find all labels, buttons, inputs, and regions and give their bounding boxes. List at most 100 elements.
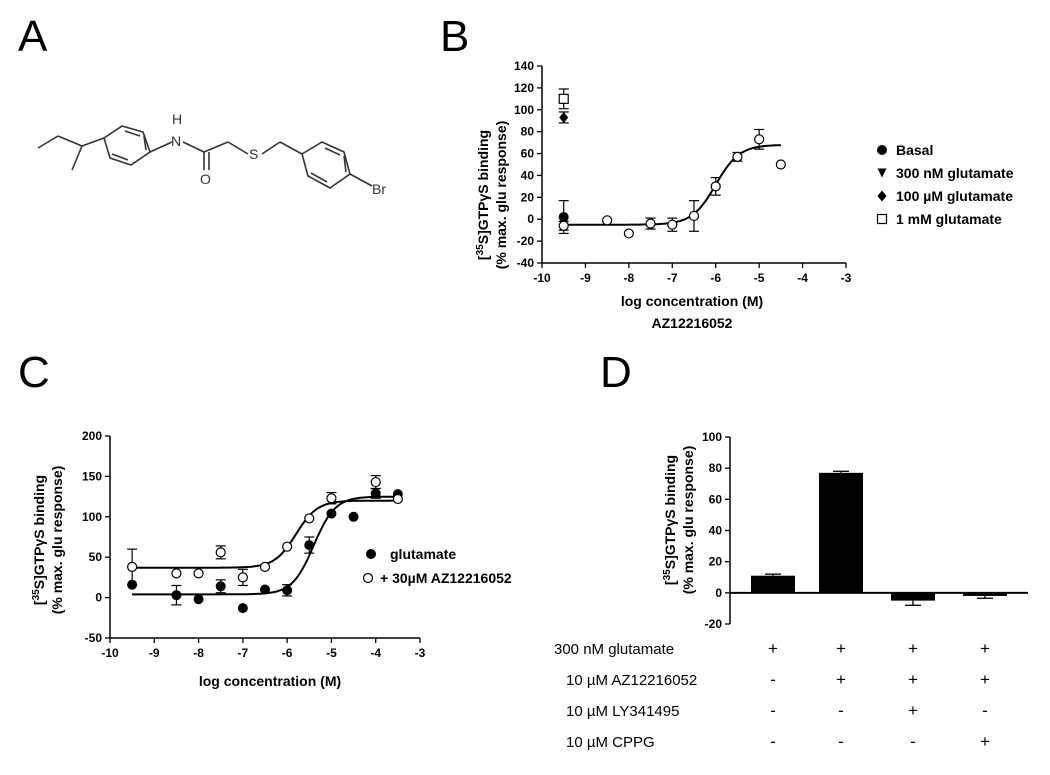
y-tick-label: 80	[709, 461, 723, 475]
condition-sign: +	[908, 701, 918, 720]
x-tick-label: -6	[282, 646, 293, 660]
chart-panel-c: -50 0 50 100 150 200 -10 -9 -8 -7 -6 -5 -4 -3 log con…	[31, 429, 512, 689]
legend-100um-label: 100 µM glutamate	[896, 188, 1013, 204]
data-point	[304, 513, 315, 524]
atom-s: S	[249, 146, 258, 162]
x-tick-label: -4	[797, 271, 808, 285]
fit-curve	[132, 499, 398, 569]
condition-label-az12216052: 10 µM AZ12216052	[566, 672, 697, 689]
y-tick-label: 200	[82, 429, 102, 443]
atom-h: H	[172, 111, 182, 127]
y-tick-label: 40	[709, 524, 723, 538]
condition-label-ly341495: 10 µM LY341495	[566, 703, 679, 720]
legend-glutamate-label: glutamate	[390, 546, 456, 562]
chemical-structure: H N O S Br	[37, 111, 386, 197]
y-tick-label: -20	[517, 234, 535, 248]
condition-sign: -	[838, 701, 844, 720]
data-point	[282, 585, 293, 596]
legend-1mm-label: 1 mM glutamate	[896, 211, 1002, 227]
panel-c-x-axis-title: log concentration (M)	[199, 673, 341, 689]
legend-marker	[877, 145, 887, 155]
condition-sign: -	[982, 701, 988, 720]
fit-curve	[132, 495, 398, 596]
panel-b-y-axis-title-line2: (% max. glu response)	[493, 121, 509, 270]
atom-n: N	[171, 133, 181, 149]
data-point	[193, 568, 204, 579]
y-tick-label: 140	[514, 59, 534, 73]
y-tick-label: -20	[705, 617, 723, 631]
data-point	[215, 547, 226, 558]
chart-panel-b: -40 -20 0 20 40 60 80 100 120 140 -10 -9 -8 -7 -6 -5 -4 -…	[475, 59, 1014, 331]
panel-letter-d: D	[600, 348, 632, 397]
data-point	[732, 151, 743, 162]
condition-sign: +	[908, 639, 918, 658]
condition-sign: +	[836, 639, 846, 658]
y-tick-label: -40	[517, 256, 535, 270]
x-tick-label: -3	[841, 271, 852, 285]
legend-basal-label: Basal	[896, 142, 933, 158]
data-point	[127, 561, 138, 572]
fit-curve	[563, 144, 781, 226]
x-tick-label: -9	[149, 646, 160, 660]
x-tick-label: -10	[101, 646, 119, 660]
data-point	[215, 581, 226, 592]
data-point	[667, 219, 678, 230]
y-tick-label: 60	[521, 147, 535, 161]
data-point	[775, 159, 786, 170]
x-tick-label: -10	[533, 271, 551, 285]
y-tick-label: 100	[702, 430, 722, 444]
condition-sign: +	[980, 732, 990, 751]
condition-sign: -	[770, 701, 776, 720]
y-tick-label: -50	[85, 631, 103, 645]
data-point	[392, 493, 403, 505]
panel-c-y-axis-title-line1: [35S]GTPγS binding	[31, 475, 47, 605]
x-tick-label: -3	[415, 646, 426, 660]
bar	[891, 592, 935, 601]
condition-sign: -	[910, 732, 916, 751]
panel-b-compound-label: AZ12216052	[652, 315, 733, 331]
data-point	[370, 476, 381, 488]
condition-sign: +	[836, 670, 846, 689]
data-point	[645, 218, 656, 229]
bar	[963, 592, 1007, 596]
x-tick-label: -8	[193, 646, 204, 660]
bar	[751, 575, 795, 593]
y-tick-label: 100	[82, 510, 102, 524]
condition-sign: +	[908, 670, 918, 689]
data-point	[754, 134, 765, 145]
panel-d-y-axis-title-line2: (% max. glu response)	[680, 446, 696, 595]
condition-sign: -	[770, 670, 776, 689]
y-tick-label: 0	[527, 212, 534, 226]
x-tick-label: -4	[370, 646, 381, 660]
legend-marker	[877, 190, 887, 202]
y-tick-label: 0	[715, 586, 722, 600]
y-tick-label: 80	[521, 125, 535, 139]
x-tick-label: -9	[580, 271, 591, 285]
data-point	[259, 561, 271, 572]
panel-c-y-axis-title-line2: (% max. glu response)	[49, 466, 65, 615]
condition-sign: +	[768, 639, 778, 658]
panel-letter-a: A	[18, 12, 48, 61]
condition-sign: -	[770, 732, 776, 751]
y-tick-label: 40	[521, 168, 535, 182]
y-tick-label: 0	[95, 591, 102, 605]
y-tick-label: 100	[514, 103, 534, 117]
legend-marker-az	[362, 572, 374, 584]
x-tick-label: -7	[667, 271, 678, 285]
data-point	[688, 210, 700, 222]
x-tick-label: -5	[326, 646, 337, 660]
data-point	[326, 508, 337, 519]
x-tick-label: -6	[710, 271, 721, 285]
atom-br: Br	[372, 181, 386, 197]
condition-sign: +	[980, 639, 990, 658]
data-point	[559, 111, 569, 123]
x-tick-label: -5	[754, 271, 765, 285]
atom-o: O	[200, 171, 211, 187]
legend-300nm-label: 300 nM glutamate	[896, 165, 1014, 181]
data-point	[171, 568, 182, 579]
data-point	[558, 93, 569, 104]
x-tick-label: -8	[624, 271, 635, 285]
panel-b-x-axis-title: log concentration (M)	[621, 293, 763, 309]
data-point	[710, 181, 721, 192]
data-point	[260, 584, 270, 595]
